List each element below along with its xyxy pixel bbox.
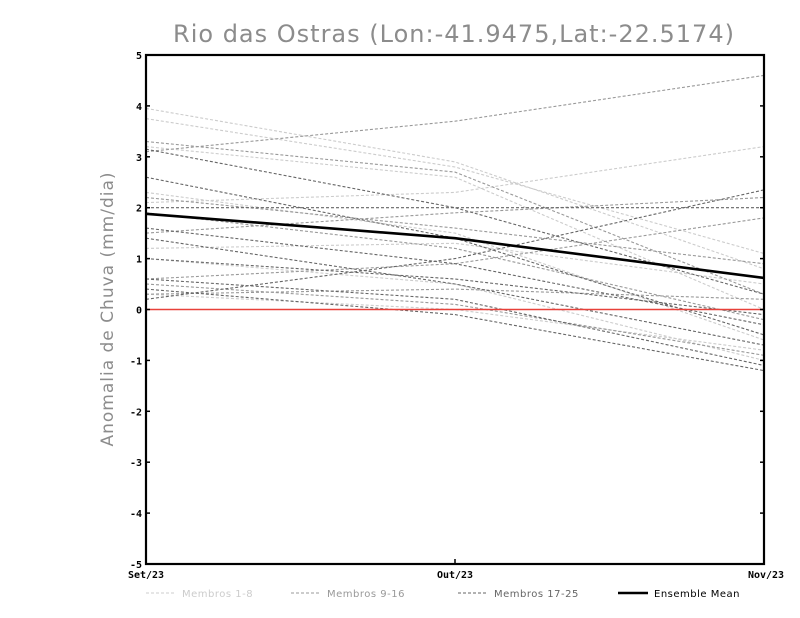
member-line-9 bbox=[145, 74, 765, 153]
member-line-10 bbox=[145, 140, 765, 295]
chart-title: Rio das Ostras (Lon:-41.9475,Lat:-22.517… bbox=[173, 20, 735, 48]
ensemble-mean-line bbox=[145, 212, 765, 280]
y-tick-label: -5 bbox=[130, 560, 142, 571]
legend-label: Ensemble Mean bbox=[654, 589, 740, 600]
x-tick-label: Out/23 bbox=[437, 570, 473, 581]
y-tick-label: -1 bbox=[130, 356, 142, 367]
y-tick-label: -3 bbox=[130, 458, 142, 469]
member-line-8 bbox=[145, 146, 765, 311]
legend-label: Membros 17-25 bbox=[494, 589, 579, 600]
y-tick-label: 5 bbox=[136, 51, 142, 62]
member-line-24 bbox=[145, 237, 765, 346]
y-tick-label: 2 bbox=[136, 204, 142, 215]
y-tick-label: 3 bbox=[136, 153, 142, 164]
member-line-20 bbox=[145, 227, 765, 326]
member-line-1 bbox=[145, 107, 765, 270]
member-line-22 bbox=[145, 189, 765, 300]
y-tick-label: -4 bbox=[130, 509, 142, 520]
y-tick-label: 0 bbox=[136, 306, 142, 317]
legend: Membros 1-8 Membros 9-16 Membros 17-25 Ense… bbox=[146, 589, 740, 600]
y-tick-label: 4 bbox=[136, 102, 142, 113]
member-line-23 bbox=[145, 278, 765, 367]
legend-label: Membros 9-16 bbox=[327, 589, 405, 600]
member-line-13 bbox=[145, 217, 765, 280]
member-line-12 bbox=[145, 196, 765, 234]
member-line-16 bbox=[145, 283, 765, 356]
member-line-25 bbox=[145, 288, 765, 372]
y-axis-label: Anomalia de Chuva (mm/dia) bbox=[98, 171, 118, 446]
x-tick-label: Set/23 bbox=[128, 570, 164, 581]
member-line-15 bbox=[145, 212, 765, 321]
member-line-2 bbox=[145, 118, 765, 255]
x-tick-label: Nov/23 bbox=[748, 570, 784, 581]
member-line-21 bbox=[145, 258, 765, 316]
member-line-11 bbox=[145, 196, 765, 265]
member-line-18 bbox=[145, 176, 765, 336]
member-line-5 bbox=[145, 293, 765, 351]
y-tick-label: 1 bbox=[136, 255, 142, 266]
member-line-3 bbox=[145, 146, 765, 204]
member-line-6 bbox=[145, 191, 765, 341]
y-tick-label: -2 bbox=[130, 407, 142, 418]
member-line-4 bbox=[145, 242, 765, 285]
legend-label: Membros 1-8 bbox=[182, 589, 253, 600]
